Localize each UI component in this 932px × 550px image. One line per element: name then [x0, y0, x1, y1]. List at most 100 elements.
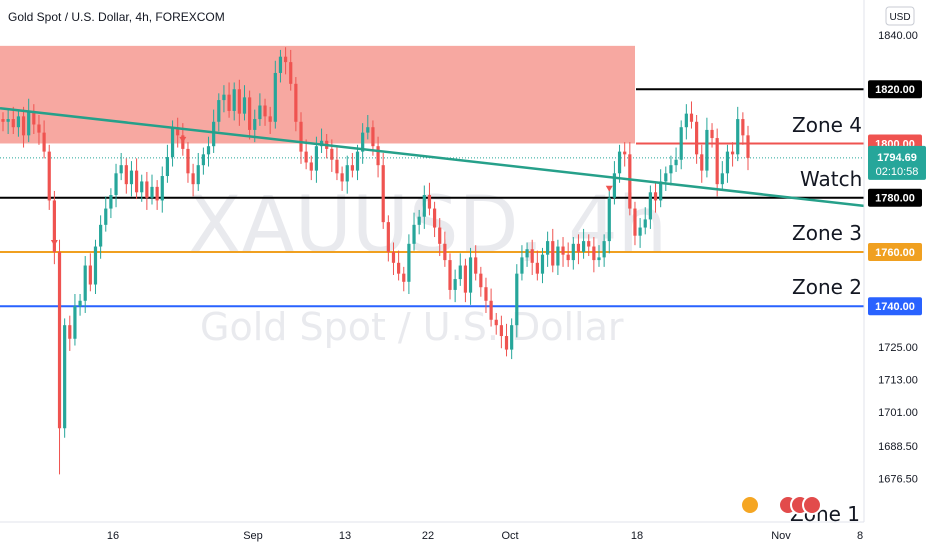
price-axis[interactable]: 1840.00 1725.00 1713.00 1701.00 1688.50 1676.… — [863, 0, 932, 550]
level-1740-price-label: 1740.00 — [875, 301, 915, 313]
candle-body — [391, 251, 396, 263]
candle-body — [140, 181, 144, 193]
candle-body — [725, 151, 730, 174]
economic-events[interactable] — [740, 495, 822, 515]
candle-body — [283, 56, 288, 63]
candle-body — [355, 151, 360, 171]
candle-body — [607, 197, 611, 242]
candle-body — [556, 246, 560, 266]
zone-4-label: Zone 4 — [792, 113, 862, 137]
candle-body — [176, 127, 180, 136]
resistance-zone[interactable] — [0, 45, 635, 144]
x-tick-label: 13 — [339, 530, 351, 542]
candle-body — [695, 121, 699, 155]
candle-body — [448, 260, 452, 290]
candle-body — [99, 224, 103, 247]
horizontal-levels[interactable] — [0, 88, 864, 308]
candle-body — [730, 151, 735, 155]
candle-body — [592, 246, 596, 261]
trendline[interactable] — [0, 106, 865, 208]
candle-body — [520, 257, 524, 274]
candle-body — [42, 132, 46, 152]
candle-body — [484, 287, 488, 301]
candle-body — [335, 159, 339, 174]
candle-body — [679, 127, 683, 160]
candle-body — [700, 154, 704, 171]
current-price-label: 1794.69 — [877, 152, 917, 164]
candle-body — [63, 325, 67, 429]
candle-body — [566, 254, 570, 261]
candle-body — [361, 132, 365, 152]
candle-body — [705, 129, 709, 171]
arrow-down-marker — [179, 136, 187, 143]
candle-body — [11, 119, 15, 128]
candle-body — [124, 165, 128, 185]
candle-body — [489, 300, 493, 320]
candle-body — [37, 124, 41, 133]
candle-body — [438, 227, 442, 244]
candle-body — [73, 306, 77, 339]
candle-body — [160, 176, 164, 201]
symbol-title[interactable]: Gold Spot / U.S. Dollar, 4h, FOREXCOM — [8, 10, 225, 24]
candle-body — [150, 186, 154, 198]
candle-body — [268, 116, 272, 122]
candle-body — [515, 273, 519, 326]
candle-body — [535, 262, 539, 274]
candle-body — [653, 192, 658, 201]
candle-body — [597, 257, 601, 261]
candle-body — [659, 181, 663, 201]
candle-body — [587, 241, 591, 247]
candle-body — [258, 105, 262, 120]
us-flag-icon[interactable] — [740, 495, 760, 515]
candle-body — [134, 170, 139, 193]
candle-body — [299, 121, 303, 152]
candle-body — [155, 186, 159, 201]
candle-body — [674, 159, 678, 166]
candle-body — [248, 97, 252, 130]
candle-body — [78, 300, 82, 307]
candle-body — [689, 113, 694, 122]
candle-body — [242, 97, 247, 114]
candle-body — [623, 151, 627, 155]
candle-body — [304, 151, 308, 163]
candle-body — [530, 249, 534, 263]
candle-body — [479, 273, 483, 288]
candle-body — [386, 222, 390, 252]
candle-body — [52, 200, 56, 252]
arrow-down-marker — [605, 185, 613, 192]
y-tick-label: 1725.00 — [878, 342, 918, 354]
level-1780-price-label: 1780.00 — [875, 193, 915, 205]
candle-body — [227, 94, 231, 111]
candle-body — [88, 265, 92, 285]
candle-body — [397, 262, 401, 274]
y-tick-label: 1840.00 — [878, 30, 918, 42]
candle-body — [684, 113, 688, 128]
zone-3-label: Zone 3 — [792, 221, 862, 245]
candle-body — [561, 246, 565, 255]
candle-body — [474, 257, 478, 274]
candle-body — [427, 195, 432, 209]
candle-body — [638, 227, 642, 236]
candle-body — [504, 336, 509, 350]
current-price-tag — [868, 145, 926, 180]
candle-body — [222, 94, 226, 101]
time-axis[interactable]: 16 Sep 13 22 Oct 18 Nov 8 — [0, 521, 864, 542]
candle-body — [366, 127, 370, 133]
candle-body — [309, 162, 313, 171]
candle-body — [330, 148, 334, 160]
x-tick-label: Sep — [243, 530, 263, 542]
watch-label: Watch — [800, 167, 862, 191]
candle-body — [129, 170, 134, 185]
candle-body — [540, 254, 545, 274]
candle-body — [350, 165, 354, 171]
currency-button[interactable]: USD — [885, 6, 915, 26]
us-flag-icon[interactable] — [802, 495, 822, 515]
candles — [1, 47, 750, 475]
candle-body — [463, 265, 468, 293]
candle-body — [16, 116, 21, 128]
candle-body — [494, 319, 498, 326]
candle-body — [47, 151, 51, 201]
candle-body — [422, 195, 426, 217]
currency-label: USD — [889, 12, 910, 23]
